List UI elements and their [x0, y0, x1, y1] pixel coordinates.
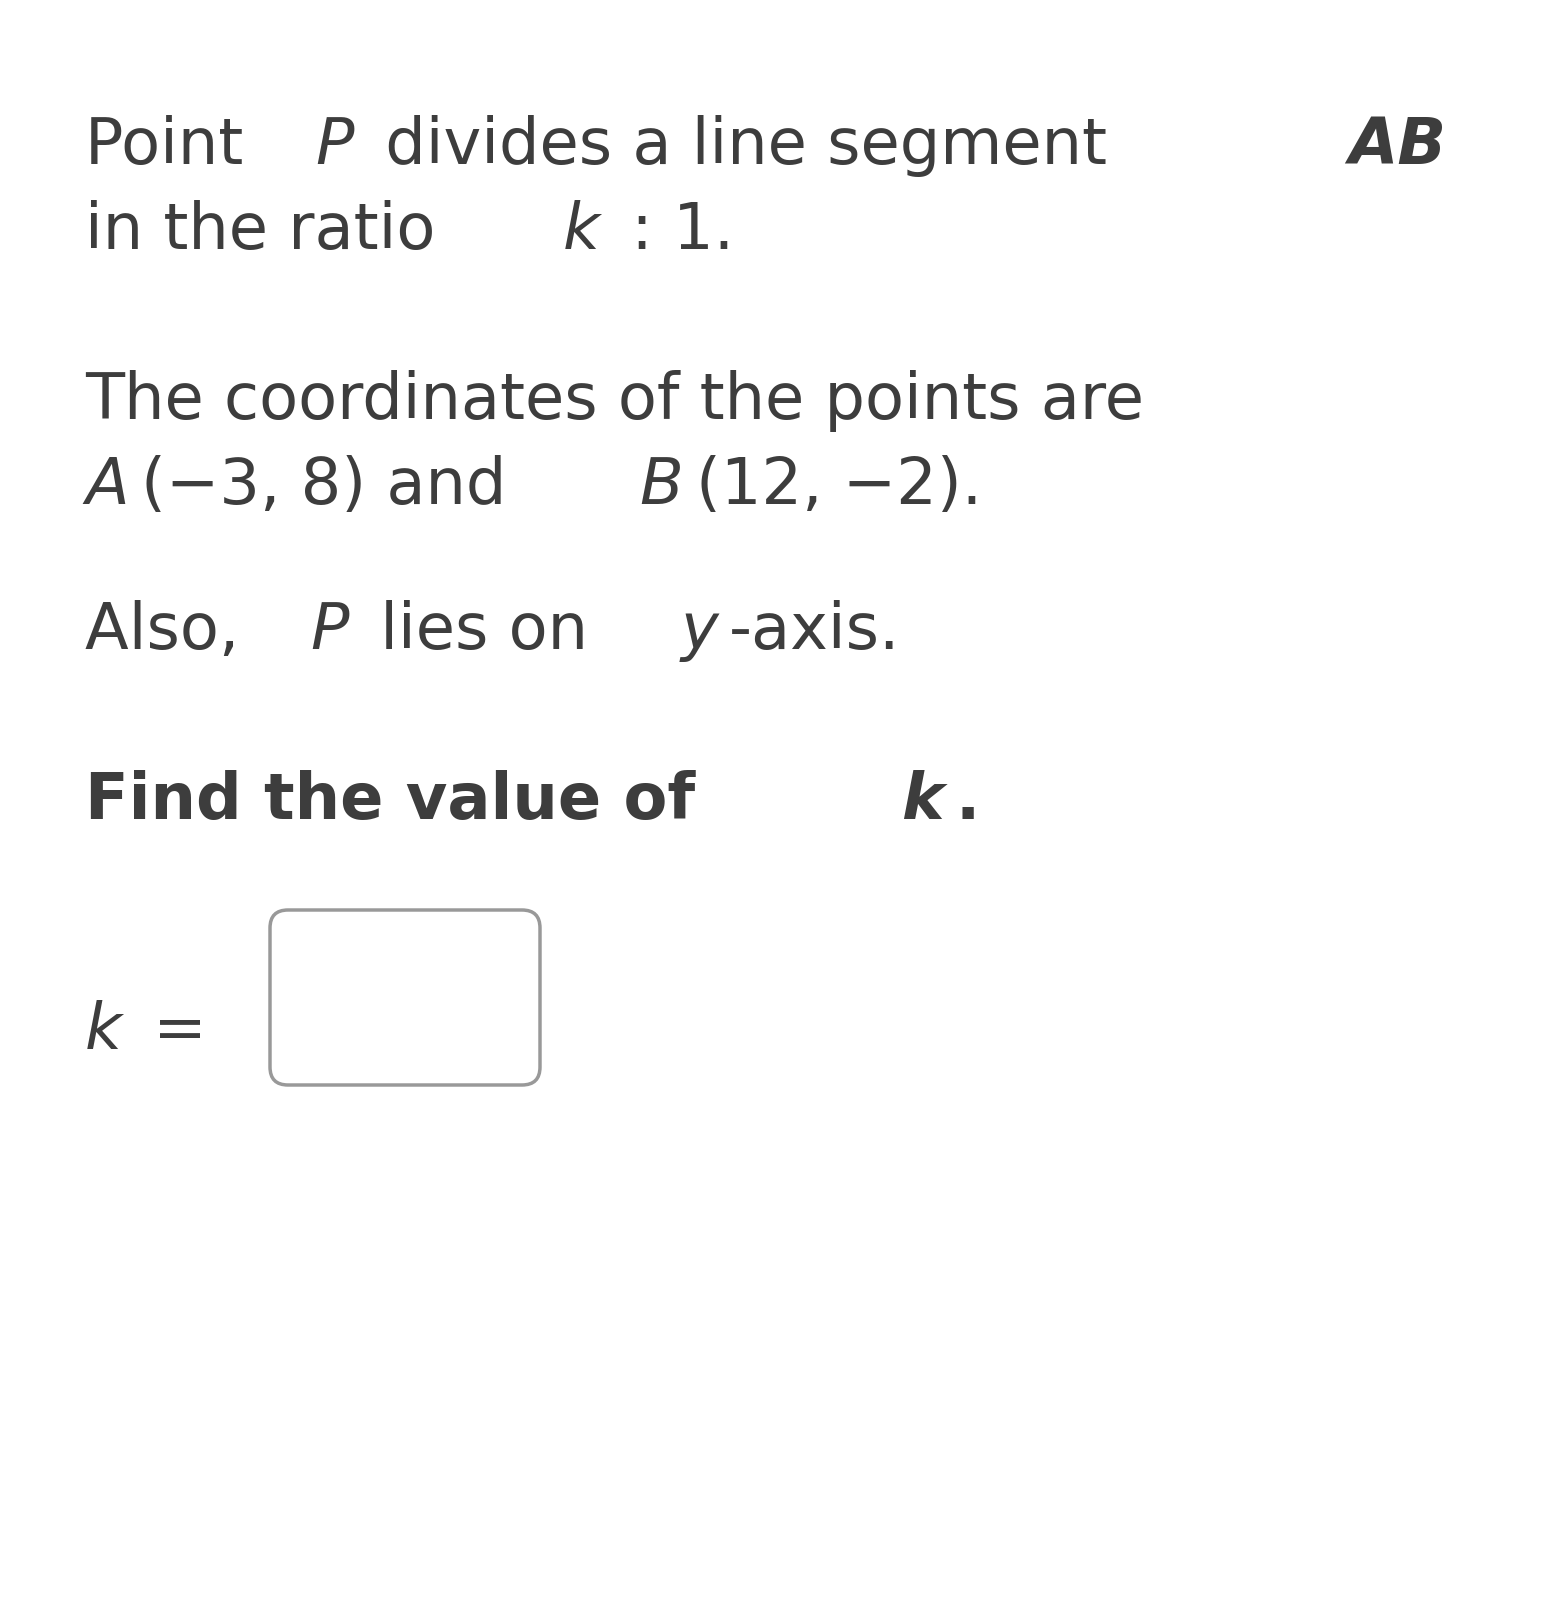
FancyBboxPatch shape — [270, 910, 540, 1084]
Text: k: k — [563, 200, 600, 263]
Text: : 1.: : 1. — [611, 200, 734, 263]
Text: k: k — [901, 770, 943, 831]
Text: A: A — [85, 454, 129, 517]
Text: Also,: Also, — [85, 599, 259, 662]
Text: Find the value of: Find the value of — [85, 770, 718, 831]
Text: Point: Point — [85, 114, 264, 177]
Text: .: . — [955, 770, 980, 831]
Text: B: B — [639, 454, 682, 517]
Text: P: P — [315, 114, 354, 177]
Text: =: = — [133, 1000, 206, 1062]
Text: P: P — [310, 599, 349, 662]
Text: lies on: lies on — [360, 599, 608, 662]
Text: (12, −2).: (12, −2). — [696, 454, 982, 517]
Text: AB: AB — [1348, 114, 1447, 177]
Text: divides a line segment: divides a line segment — [364, 114, 1128, 177]
Text: -axis.: -axis. — [729, 599, 900, 662]
Text: y: y — [681, 599, 718, 662]
Text: The coordinates of the points are: The coordinates of the points are — [85, 371, 1145, 432]
Text: in the ratio: in the ratio — [85, 200, 456, 263]
Text: (−3, 8) and: (−3, 8) and — [141, 454, 527, 517]
Text: k: k — [85, 1000, 123, 1062]
